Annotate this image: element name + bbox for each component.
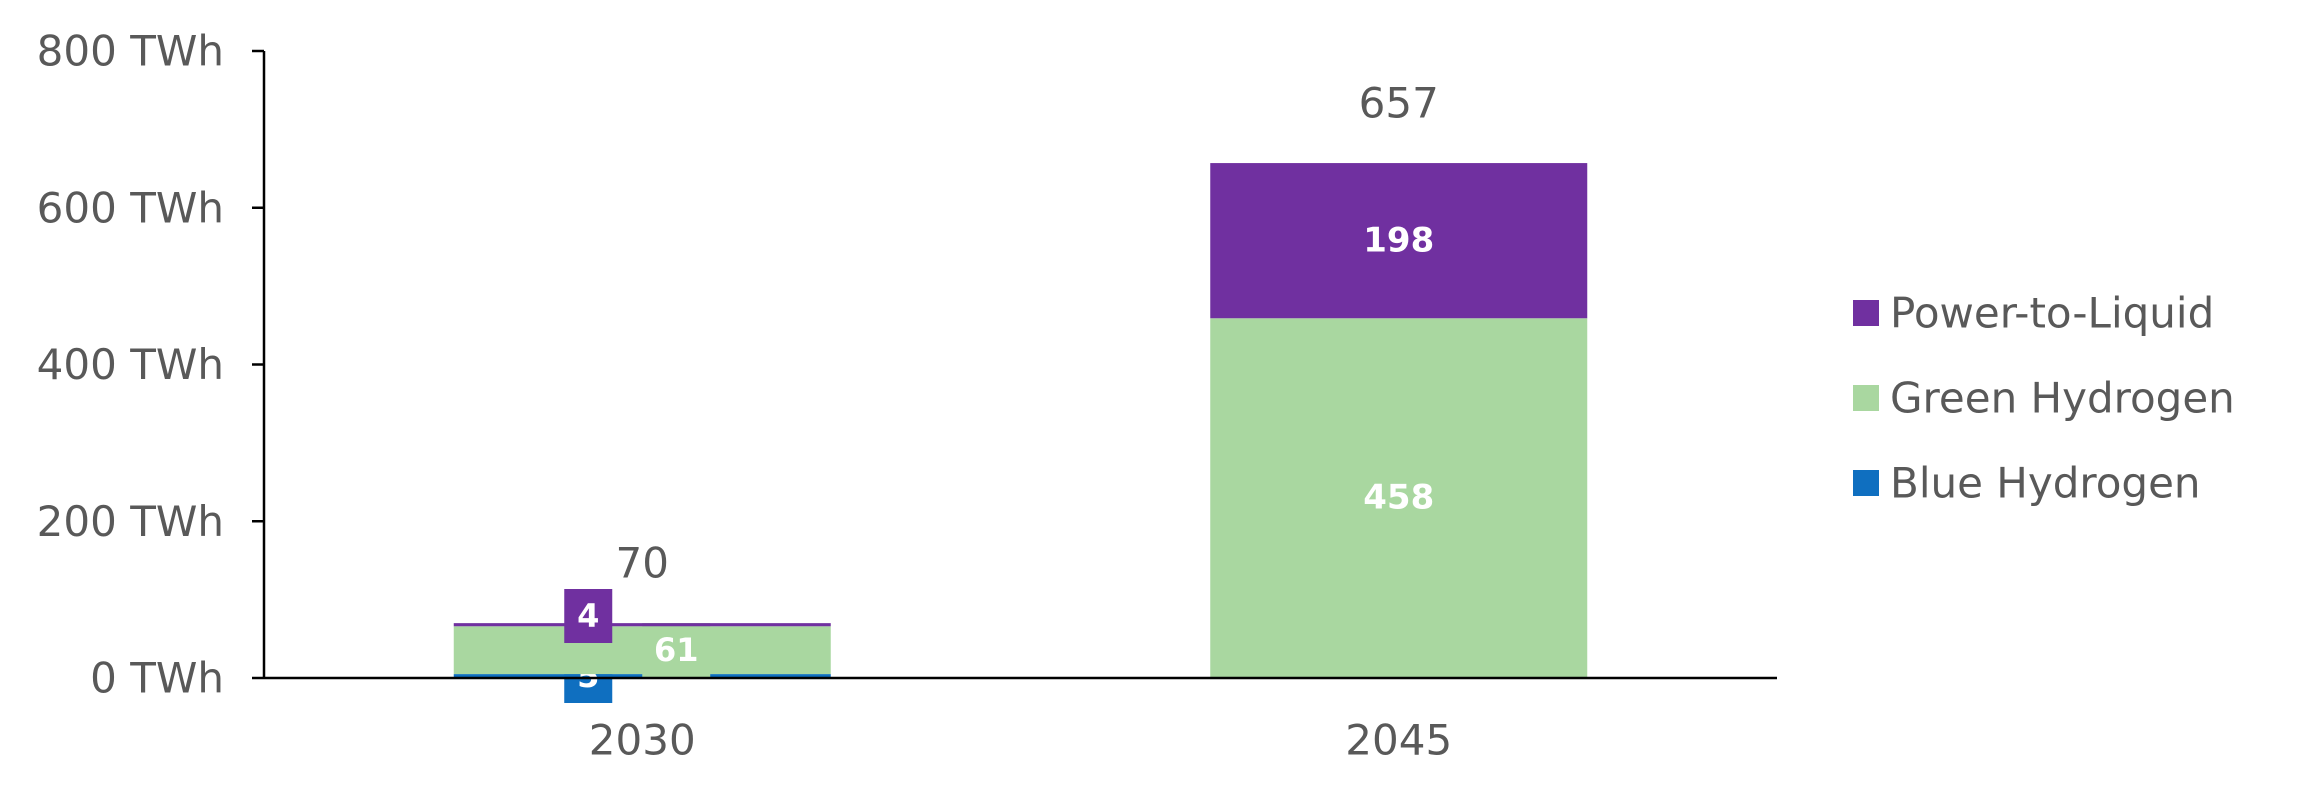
bar-segment — [1210, 318, 1588, 678]
data-label: 198 — [1363, 221, 1434, 261]
legend-swatch — [1853, 300, 1879, 326]
x-tick-label: 2045 — [1345, 716, 1452, 765]
bar-segment — [1210, 163, 1588, 319]
legend-label: Blue Hydrogen — [1890, 459, 2201, 508]
label-box — [642, 623, 711, 677]
legend-swatch — [1853, 470, 1879, 496]
bar-segment — [453, 623, 831, 627]
legend-swatch — [1853, 385, 1879, 411]
y-tick-label: 800 TWh — [37, 27, 224, 76]
label-box — [564, 589, 613, 643]
total-label: 70 — [616, 539, 669, 588]
data-label: 61 — [654, 631, 699, 669]
y-tick-label: 400 TWh — [37, 340, 224, 389]
y-tick-label: 600 TWh — [37, 183, 224, 232]
legend-label: Power-to-Liquid — [1890, 289, 2214, 338]
total-label: 657 — [1359, 79, 1439, 128]
legend-label: Green Hydrogen — [1890, 374, 2235, 423]
data-label: 458 — [1363, 478, 1434, 518]
x-tick-label: 2030 — [589, 716, 696, 765]
data-label: 4 — [577, 597, 599, 635]
y-tick-label: 0 TWh — [90, 654, 224, 703]
y-tick-label: 200 TWh — [37, 497, 224, 546]
